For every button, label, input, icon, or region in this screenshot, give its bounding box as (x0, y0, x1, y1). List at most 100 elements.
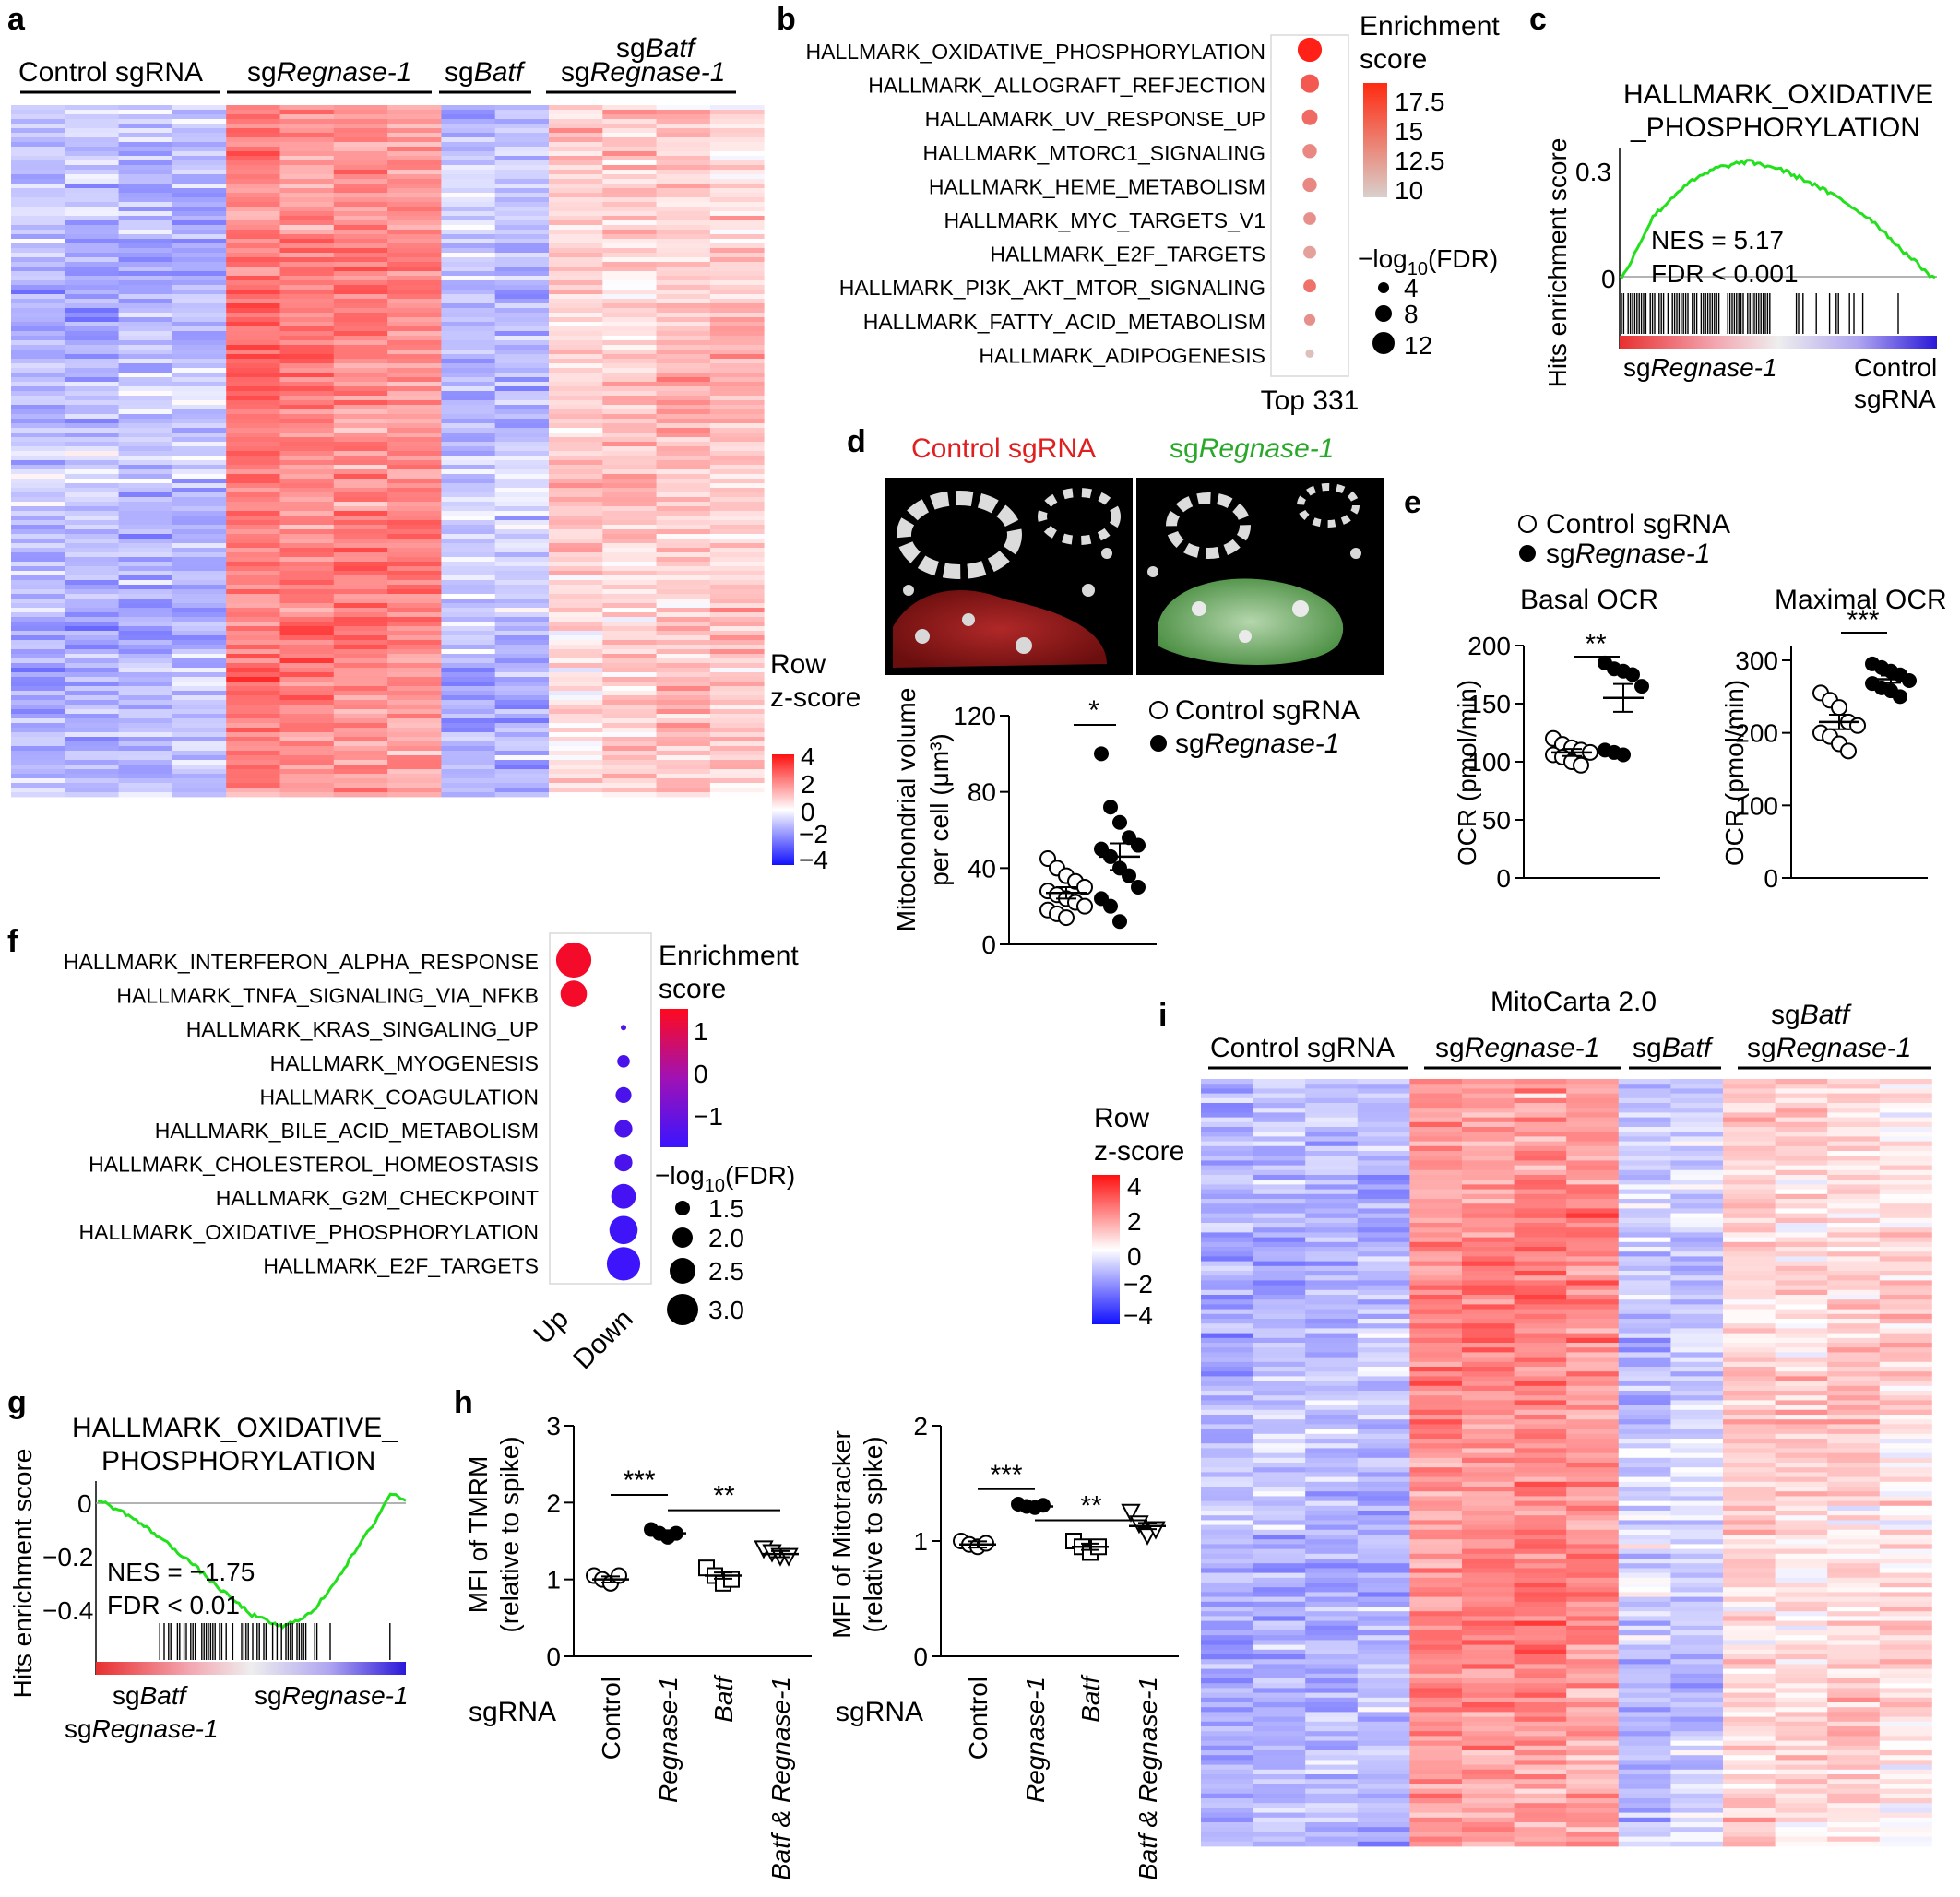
heatmap-cell (709, 294, 765, 300)
heatmap-cell (1409, 1289, 1463, 1296)
heatmap-cell (118, 497, 173, 503)
heatmap-cell (1723, 1289, 1776, 1296)
heatmap-cell (226, 414, 280, 420)
heatmap-cell (1305, 1731, 1359, 1737)
heatmap-cell (1305, 1217, 1359, 1224)
heatmap-cell (1827, 1189, 1881, 1195)
data-point (1634, 679, 1649, 694)
heatmap-cell (333, 746, 388, 752)
heatmap-cell (1305, 1467, 1359, 1473)
panel-b-category-label: HALLMARK_PI3K_AKT_MTOR_SIGNALING (839, 276, 1265, 300)
heatmap-cell (1409, 1697, 1463, 1703)
heatmap-cell (1723, 1395, 1776, 1401)
heatmap-cell (602, 479, 657, 484)
heatmap-cell (1827, 1832, 1881, 1837)
heatmap-cell (656, 433, 711, 438)
heatmap-cell (279, 299, 335, 304)
heatmap-cell (656, 446, 711, 452)
heatmap-cell (441, 216, 496, 221)
heatmap-cell (279, 271, 335, 277)
heatmap-cell (118, 133, 173, 138)
heatmap-cell (1618, 1405, 1671, 1411)
heatmap-cell (387, 672, 442, 678)
heatmap-cell (172, 400, 227, 406)
heatmap-cell (656, 276, 711, 281)
heatmap-cell (1670, 1817, 1724, 1823)
heatmap-cell (494, 557, 550, 563)
heatmap-cell (1566, 1313, 1620, 1320)
heatmap-cell (118, 271, 173, 277)
heatmap-cell (1514, 1145, 1567, 1152)
heatmap-cell (1409, 1563, 1463, 1569)
heatmap-cell (656, 197, 711, 203)
heatmap-cell (1514, 1433, 1567, 1440)
heatmap-cell (441, 119, 496, 124)
heatmap-cell (65, 257, 119, 263)
heatmap-cell (1253, 1352, 1306, 1358)
heatmap-cell (1827, 1079, 1881, 1085)
heatmap-cell (1462, 1592, 1515, 1597)
heatmap-cell (1723, 1539, 1776, 1545)
heatmap-cell (1305, 1328, 1359, 1334)
heatmap-cell (1670, 1391, 1724, 1396)
heatmap-cell (387, 746, 442, 752)
heatmap-cell (1357, 1688, 1410, 1693)
heatmap-cell (602, 243, 657, 249)
heatmap-cell (1357, 1343, 1410, 1348)
heatmap-cell (656, 732, 711, 738)
heatmap-cell (1775, 1265, 1828, 1272)
heatmap-cell (709, 428, 765, 433)
heatmap-cell (65, 363, 119, 369)
heatmap-cell (1566, 1400, 1620, 1405)
heatmap-cell (1879, 1745, 1932, 1751)
heatmap-cell (11, 336, 65, 341)
heatmap-cell (1462, 1376, 1515, 1381)
heatmap-cell (1514, 1261, 1567, 1267)
heatmap-cell (333, 686, 388, 692)
heatmap-cell (549, 299, 603, 304)
heatmap-cell (1409, 1132, 1463, 1137)
heatmap-cell (1618, 1664, 1671, 1669)
heatmap-cell (549, 539, 603, 544)
heatmap-cell (1566, 1803, 1620, 1808)
heatmap-cell (65, 294, 119, 300)
panel-h-left-ylabel1: MFI of TMRM (464, 1456, 493, 1614)
heatmap-cell (279, 276, 335, 281)
heatmap-cell (279, 474, 335, 480)
heatmap-cell (441, 197, 496, 203)
heatmap-cell (1201, 1405, 1253, 1411)
heatmap-cell (11, 769, 65, 775)
heatmap-cell (1409, 1121, 1463, 1128)
heatmap-cell (1357, 1088, 1410, 1094)
heatmap-cell (656, 174, 711, 180)
heatmap-cell (1723, 1793, 1776, 1799)
heatmap-cell (279, 700, 335, 705)
heatmap-cell (441, 714, 496, 719)
heatmap-cell (1462, 1093, 1515, 1099)
heatmap-cell (1775, 1511, 1828, 1516)
heatmap-cell (1879, 1583, 1932, 1588)
heatmap-cell (1775, 1323, 1828, 1329)
heatmap-cell (1357, 1750, 1410, 1756)
heatmap-cell (602, 165, 657, 171)
heatmap-cell (709, 483, 765, 489)
heatmap-cell (1305, 1616, 1359, 1621)
heatmap-cell (333, 400, 388, 406)
heatmap-cell (1879, 1184, 1932, 1190)
heatmap-cell (1775, 1448, 1828, 1453)
heatmap-cell (1253, 1108, 1306, 1113)
heatmap-cell (1566, 1280, 1620, 1286)
heatmap-cell (1670, 1572, 1724, 1579)
heatmap-cell (1566, 1841, 1620, 1847)
heatmap-cell (1618, 1439, 1671, 1444)
heatmap-cell (118, 571, 173, 576)
heatmap-cell (1566, 1688, 1620, 1693)
heatmap-cell (1775, 1165, 1828, 1171)
heatmap-cell (1305, 1688, 1359, 1693)
panel-g-hit-ticks (159, 1623, 391, 1660)
heatmap-cell (602, 516, 657, 521)
heatmap-cell (1253, 1175, 1306, 1180)
heatmap-cell (494, 552, 550, 558)
heatmap-cell (1253, 1616, 1306, 1621)
heatmap-cell (1253, 1299, 1306, 1305)
